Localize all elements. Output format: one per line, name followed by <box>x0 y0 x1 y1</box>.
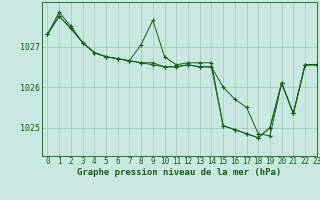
X-axis label: Graphe pression niveau de la mer (hPa): Graphe pression niveau de la mer (hPa) <box>77 168 281 177</box>
